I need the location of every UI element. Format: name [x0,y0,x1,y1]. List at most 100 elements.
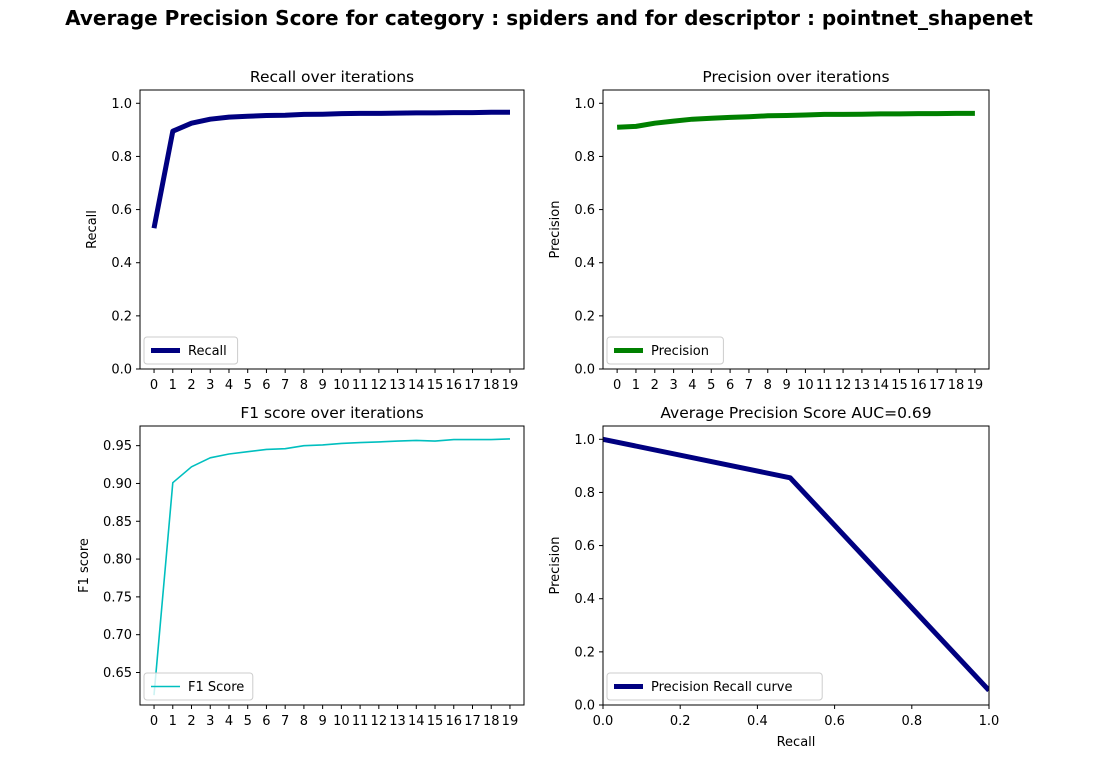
chart3-ylabel: F1 score [77,538,92,593]
chart1-xtick-label: 13 [389,378,406,393]
chart4-legend-label: Precision Recall curve [651,680,792,695]
chart2-ytick-label: 0.8 [574,150,595,165]
chart1-xtick-label: 8 [300,378,308,393]
chart4-xlabel: Recall [777,735,816,750]
chart1-xtick-label: 2 [187,378,195,393]
chart1-ytick-label: 0.8 [111,150,132,165]
chart2-xtick-label: 12 [835,378,852,393]
chart3-ytick-label: 0.75 [103,590,132,605]
chart2-legend-box [606,336,724,365]
chart2-xtick-label: 2 [651,378,659,393]
chart1-legend-box [143,336,239,365]
chart1-ytick-label: 0.2 [111,309,132,324]
chart3-xtick-label: 18 [483,714,500,729]
figure-title: Average Precision Score for category : s… [65,6,1033,30]
chart1-title: Recall over iterations [250,68,414,86]
chart2-xtick-label: 3 [669,378,677,393]
chart2-xtick-label: 5 [707,378,715,393]
chart3-xtick-label: 11 [352,714,369,729]
chart1-xtick-label: 11 [352,378,369,393]
chart3-xtick-label: 9 [318,714,326,729]
chart2-xtick-label: 0 [613,378,621,393]
chart2-xtick-label: 8 [764,378,772,393]
chart1-ytick-label: 1.0 [111,97,132,112]
chart1-axes-frame [139,89,525,370]
chart4-ytick-label: 0.0 [574,699,595,714]
chart1-xtick-label: 18 [483,378,500,393]
chart1-xtick-label: 12 [371,378,388,393]
chart2-xtick-label: 4 [688,378,696,393]
chart2-ytick-label: 1.0 [574,97,595,112]
chart3-xtick-label: 15 [427,714,444,729]
chart1-xtick-label: 1 [169,378,177,393]
chart4-xtick-label: 0.0 [593,714,614,729]
chart3-ytick-label: 0.95 [103,439,132,454]
chart1-ytick-label: 0.0 [111,363,132,378]
chart3-xtick-label: 0 [150,714,158,729]
chart2-ytick-label: 0.6 [574,203,595,218]
chart1-ytick-label: 0.4 [111,256,132,271]
chart1-xtick-label: 14 [408,378,425,393]
chart1-xtick-label: 15 [427,378,444,393]
chart4-series-1-line [603,436,989,693]
chart3-ytick-label: 0.65 [103,666,132,681]
chart4-ytick-label: 0.2 [574,645,595,660]
chart2-axes-frame [602,89,990,370]
chart2-ytick-label: 0.2 [574,309,595,324]
chart1-xtick-label: 5 [244,378,252,393]
chart1-xtick-label: 0 [150,378,158,393]
chart2-xtick-label: 1 [632,378,640,393]
chart1-xtick-label: 16 [445,378,462,393]
chart1-xtick-label: 19 [502,378,519,393]
chart3-legend-label: F1 Score [188,680,244,695]
chart1-xtick-label: 17 [464,378,481,393]
chart3-ytick-label: 0.70 [103,628,132,643]
chart4-ytick-label: 0.4 [574,592,595,607]
chart2-xtick-label: 17 [929,378,946,393]
chart2-xtick-label: 14 [872,378,889,393]
chart2-ylabel: Precision [548,200,563,258]
chart2-ytick-label: 0.0 [574,363,595,378]
chart2-xtick-label: 18 [948,378,965,393]
chart3-xtick-label: 19 [502,714,519,729]
chart1-xtick-label: 10 [333,378,350,393]
chart2-xtick-label: 16 [910,378,927,393]
chart3-xtick-label: 3 [206,714,214,729]
chart2-xtick-label: 19 [967,378,984,393]
chart4-ylabel: Precision [548,536,563,594]
chart3-title: F1 score over iterations [240,404,423,422]
chart4-ytick-label: 0.6 [574,539,595,554]
chart4-ytick-label: 1.0 [574,433,595,448]
chart3-ytick-label: 0.90 [103,477,132,492]
chart3-xtick-label: 17 [464,714,481,729]
chart1-ylabel: Recall [85,210,100,249]
chart4-xtick-label: 0.4 [747,714,768,729]
chart4-axes-frame [602,425,990,706]
chart1-xtick-label: 7 [281,378,289,393]
chart3-xtick-label: 10 [333,714,350,729]
chart3-xtick-label: 16 [445,714,462,729]
chart3-xtick-label: 6 [262,714,270,729]
chart1-xtick-label: 3 [206,378,214,393]
chart4-ytick-label: 0.8 [574,486,595,501]
chart2-ytick-label: 0.4 [574,256,595,271]
chart3-ytick-label: 0.80 [103,553,132,568]
chart3-xtick-label: 4 [225,714,233,729]
chart1-xtick-label: 4 [225,378,233,393]
chart1-series-1-line [151,109,510,229]
chart2-legend-label: Precision [651,344,709,359]
chart4-xtick-label: 0.8 [901,714,922,729]
chart3-axes-frame [139,425,525,706]
chart2-xtick-label: 11 [816,378,833,393]
chart1-xtick-label: 9 [318,378,326,393]
chart2-title: Precision over iterations [702,68,889,86]
chart4-xtick-label: 0.6 [824,714,845,729]
chart4-legend-box [606,672,823,701]
chart2-xtick-label: 15 [891,378,908,393]
chart2-xtick-label: 9 [782,378,790,393]
chart1-ytick-label: 0.6 [111,203,132,218]
chart4-xtick-label: 1.0 [979,714,1000,729]
chart2-series-1-line [616,110,975,130]
chart3-series-1-line [153,438,511,696]
